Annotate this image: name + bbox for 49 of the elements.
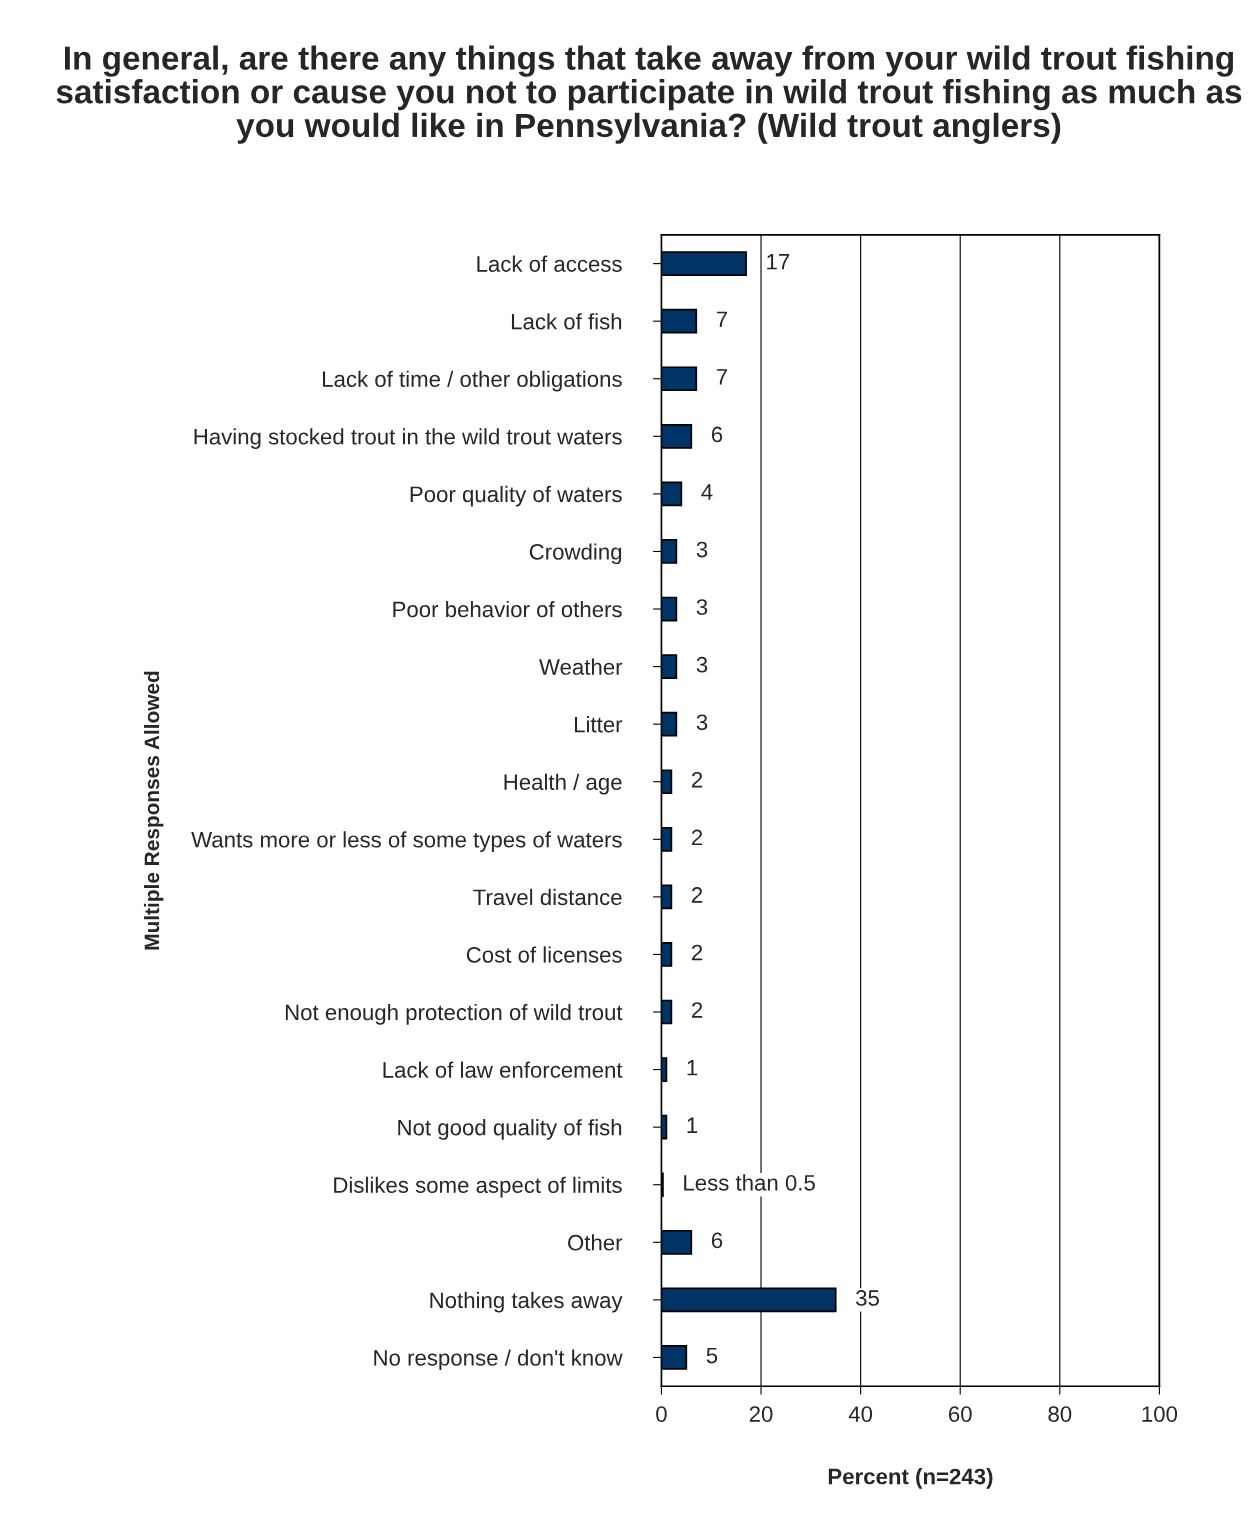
data-label: 5	[706, 1347, 718, 1364]
y-tick-label: Nothing takes away	[430, 1291, 623, 1313]
y-tick-label: Lack of access	[477, 255, 622, 272]
x-tick-label: 20	[749, 1406, 773, 1422]
y-tick-label: Poor quality of waters	[410, 485, 622, 507]
x-tick-label: 60	[948, 1406, 972, 1422]
y-axis-title: Multiple Responses Allowed	[143, 671, 164, 950]
chart-title: In general, are there any things that take away from your wild trout fishing satisfaction or cause you not to participate in wild trout fishing as much as you would like in Pennsylvania? (Wild trout anglers)	[56, 45, 1242, 144]
x-axis-title: Percent (n=243)	[828, 1468, 993, 1489]
y-tick-label: Not good quality of fish	[398, 1119, 622, 1140]
data-label: 2	[691, 887, 703, 903]
y-tick-label: Poor behavior of others	[393, 600, 622, 618]
x-tick-label: 40	[848, 1406, 873, 1422]
data-label: 3	[696, 599, 708, 615]
y-tick-label: Having stocked trout in the wild trout waters	[194, 428, 622, 449]
y-tick-label: Dislikes some aspect of limits	[334, 1176, 622, 1198]
y-tick-label: Litter	[574, 716, 623, 733]
data-label: 2	[691, 771, 703, 788]
y-tick-label: Lack of law enforcement	[383, 1061, 623, 1078]
data-label: 7	[716, 311, 727, 327]
x-tick-label: 0	[656, 1406, 667, 1422]
x-tick-label: 80	[1048, 1406, 1072, 1422]
data-label: 2	[691, 1002, 703, 1018]
y-tick-label: Health / age	[504, 773, 622, 795]
data-label: 1	[687, 1117, 698, 1133]
y-tick-label: Lack of fish	[511, 313, 622, 330]
data-label: 6	[711, 1232, 723, 1249]
y-tick-label: Wants more or less of some types of waters	[191, 831, 622, 852]
y-tick-label: Weather	[539, 658, 623, 675]
data-label: 6	[711, 426, 723, 443]
x-tick-label: 100	[1142, 1406, 1178, 1422]
y-tick-label: Travel distance	[473, 888, 622, 906]
data-label: 1	[687, 1060, 698, 1076]
y-tick-label: Not enough protection of wild trout	[285, 1003, 623, 1025]
y-tick-label: Other	[568, 1234, 623, 1251]
data-label: 3	[696, 656, 708, 673]
data-label: 2	[691, 829, 703, 846]
data-label: Less than 0.5	[684, 1174, 815, 1191]
data-label: 2	[691, 944, 703, 961]
data-label: 4	[701, 484, 713, 500]
y-tick-label: No response / don't know	[374, 1349, 623, 1371]
y-tick-label: Crowding	[529, 543, 622, 565]
data-label: 7	[716, 369, 727, 385]
data-label: 3	[696, 541, 708, 558]
y-tick-label: Cost of licenses	[466, 946, 622, 963]
y-tick-label: Lack of time / other obligations	[323, 370, 622, 392]
data-label: 35	[856, 1290, 879, 1306]
data-label: 3	[696, 714, 708, 731]
data-label: 17	[767, 254, 790, 270]
